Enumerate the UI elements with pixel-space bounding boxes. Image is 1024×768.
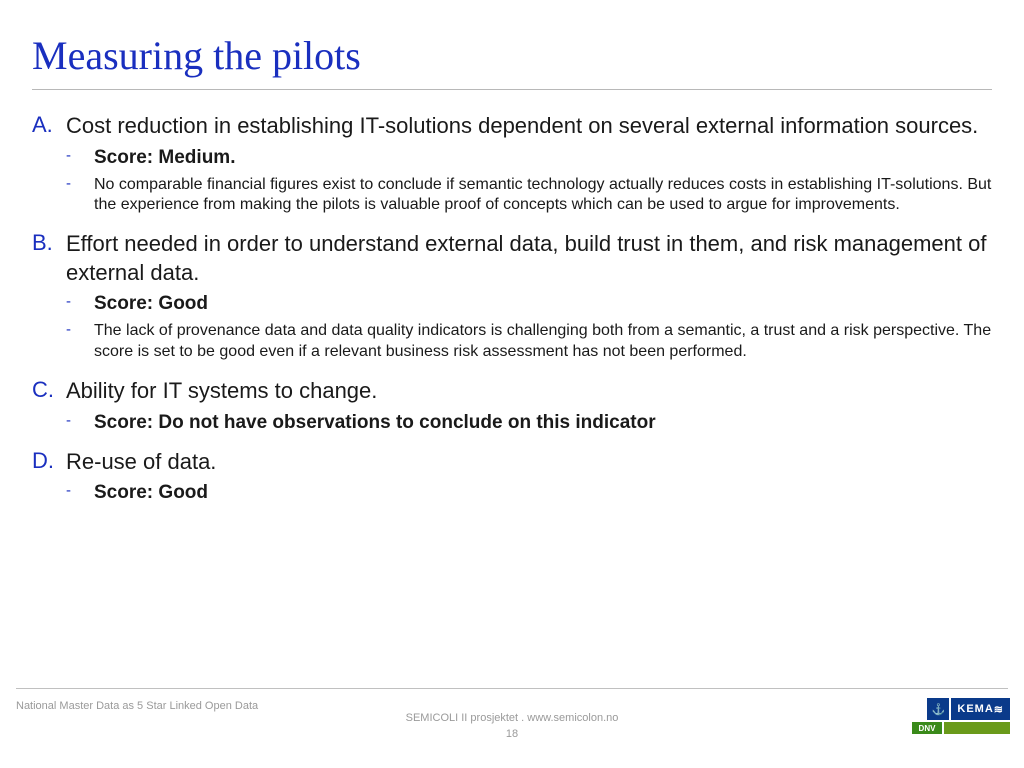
kema-logo: KEMA≋ (951, 698, 1010, 720)
slide-footer: National Master Data as 5 Star Linked Op… (0, 688, 1024, 768)
bullet-dash: - (66, 293, 94, 310)
title-rule (32, 89, 992, 90)
item-score: Score: Good (94, 293, 208, 315)
item-letter: B. (32, 230, 66, 256)
item-text: Ability for IT systems to change. (66, 377, 377, 406)
bullet-dash: - (66, 321, 94, 338)
footer-rule (16, 688, 1008, 689)
list-item: D. Re-use of data. - Score: Good (32, 448, 992, 505)
slide-title: Measuring the pilots (32, 32, 992, 79)
item-desc: The lack of provenance data and data qua… (94, 321, 992, 363)
bullet-dash: - (66, 175, 94, 192)
anchor-icon: ⚓ (927, 698, 949, 720)
item-text: Effort needed in order to understand ext… (66, 230, 992, 287)
item-letter: C. (32, 377, 66, 403)
item-score: Score: Good (94, 482, 208, 504)
list-item: C. Ability for IT systems to change. - S… (32, 377, 992, 434)
list-item: A. Cost reduction in establishing IT-sol… (32, 112, 992, 216)
list-item: B. Effort needed in order to understand … (32, 230, 992, 363)
footer-left-text: National Master Data as 5 Star Linked Op… (16, 700, 258, 712)
item-text: Cost reduction in establishing IT-soluti… (66, 112, 978, 141)
dnv-logo: DNV (912, 722, 942, 734)
bullet-dash: - (66, 412, 94, 429)
item-score: Score: Medium. (94, 147, 235, 169)
page-number: 18 (0, 728, 1024, 740)
bullet-dash: - (66, 147, 94, 164)
footer-center-text: SEMICOLI II prosjektet . www.semicolon.n… (0, 712, 1024, 724)
bullet-dash: - (66, 482, 94, 499)
item-desc: No comparable financial figures exist to… (94, 175, 992, 217)
green-bar-logo (944, 722, 1010, 734)
item-letter: A. (32, 112, 66, 138)
footer-logos: ⚓ KEMA≋ DNV (912, 698, 1010, 734)
item-text: Re-use of data. (66, 448, 216, 477)
item-score: Score: Do not have observations to concl… (94, 412, 656, 434)
item-letter: D. (32, 448, 66, 474)
